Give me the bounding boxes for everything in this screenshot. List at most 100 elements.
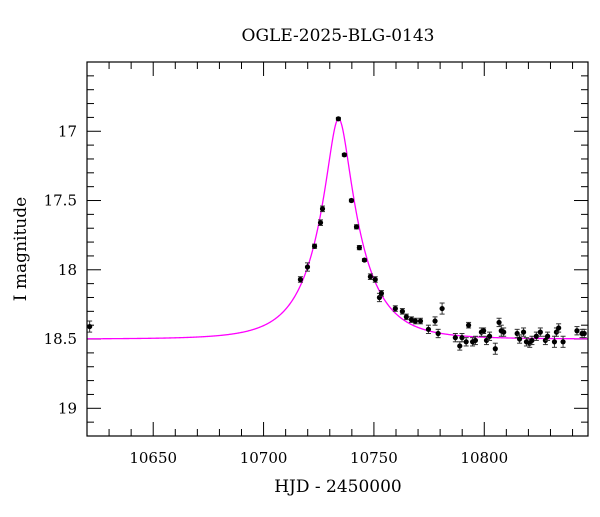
y-tick-label: 19	[58, 399, 77, 417]
data-point	[319, 205, 326, 213]
point-marker	[492, 346, 498, 352]
data-point	[472, 335, 479, 346]
data-point	[412, 317, 419, 325]
y-tick-label: 18.5	[44, 330, 77, 348]
point-marker	[457, 343, 463, 349]
data-point	[459, 332, 465, 343]
point-marker	[403, 314, 409, 320]
data-point	[348, 197, 355, 204]
point-marker	[439, 305, 445, 312]
data-point	[353, 224, 360, 230]
data-point	[574, 326, 580, 336]
data-point	[408, 316, 415, 323]
point-marker	[356, 245, 362, 251]
point-marker	[412, 318, 419, 324]
point-marker	[581, 330, 587, 337]
data-point	[417, 317, 424, 325]
x-tick-label: 10700	[240, 449, 288, 467]
point-marker	[367, 274, 373, 280]
data-point	[392, 305, 398, 312]
point-marker	[348, 197, 355, 204]
point-marker	[545, 333, 551, 339]
point-marker	[408, 317, 415, 323]
point-marker	[533, 333, 539, 339]
point-marker	[556, 325, 562, 331]
point-marker	[335, 116, 341, 122]
data-point	[520, 327, 527, 337]
chart-title: OGLE-2025-BLG-0143	[242, 26, 435, 46]
point-marker	[529, 337, 535, 344]
data-points	[87, 116, 587, 355]
point-marker	[317, 220, 324, 226]
plot-frame	[86, 61, 589, 437]
point-marker	[378, 290, 385, 296]
point-marker	[435, 330, 441, 337]
data-point	[378, 290, 385, 297]
data-point	[87, 320, 93, 333]
data-point	[335, 116, 341, 122]
point-marker	[353, 224, 360, 230]
data-point	[311, 243, 318, 249]
data-point	[457, 341, 463, 351]
y-axis-label: I magnitude	[11, 197, 31, 301]
point-marker	[341, 152, 347, 158]
data-point	[483, 335, 490, 346]
data-point	[304, 262, 311, 272]
data-point	[317, 219, 324, 226]
y-tick-label: 17	[58, 122, 77, 140]
x-tick-label: 10800	[460, 449, 508, 467]
point-marker	[463, 339, 469, 345]
point-marker	[560, 339, 566, 345]
data-point	[425, 324, 432, 334]
data-point	[367, 273, 373, 280]
data-point	[514, 328, 520, 339]
point-marker	[486, 333, 493, 339]
data-point	[452, 332, 458, 343]
point-marker	[311, 243, 318, 249]
data-point	[529, 335, 535, 346]
data-point	[545, 331, 551, 341]
point-marker	[459, 335, 465, 341]
x-tick-label: 10750	[350, 449, 398, 467]
point-marker	[501, 329, 507, 335]
point-marker	[87, 323, 93, 330]
data-point	[297, 276, 304, 283]
model-curve	[87, 118, 589, 340]
point-marker	[516, 336, 523, 342]
data-point	[403, 313, 409, 321]
point-marker	[425, 326, 432, 332]
point-marker	[297, 276, 304, 283]
point-marker	[574, 328, 580, 334]
data-point	[463, 337, 469, 347]
point-marker	[361, 257, 368, 263]
point-marker	[551, 339, 558, 345]
point-marker	[432, 318, 438, 324]
point-marker	[465, 322, 472, 328]
data-point	[560, 335, 566, 348]
point-marker	[483, 337, 490, 344]
point-marker	[399, 308, 405, 314]
data-point	[356, 245, 362, 251]
data-point	[481, 327, 487, 334]
x-tick-label: 10650	[129, 449, 177, 467]
point-marker	[472, 337, 479, 344]
axis-ticks: 10650 10700 10750 10800 17 17.5 18 18.5 19	[44, 61, 588, 467]
point-marker	[496, 319, 502, 326]
point-marker	[319, 206, 326, 212]
data-point	[581, 328, 587, 339]
data-point	[556, 323, 562, 333]
data-point	[372, 276, 378, 283]
point-marker	[520, 329, 527, 335]
data-point	[439, 302, 445, 315]
x-axis-label: HJD - 2450000	[274, 477, 402, 497]
point-marker	[481, 328, 487, 334]
point-marker	[304, 264, 311, 270]
data-point	[432, 316, 438, 326]
data-point	[465, 321, 472, 329]
data-point	[501, 327, 507, 337]
point-marker	[537, 329, 543, 335]
point-marker	[452, 335, 458, 341]
data-point	[486, 331, 493, 341]
data-point	[341, 152, 347, 158]
